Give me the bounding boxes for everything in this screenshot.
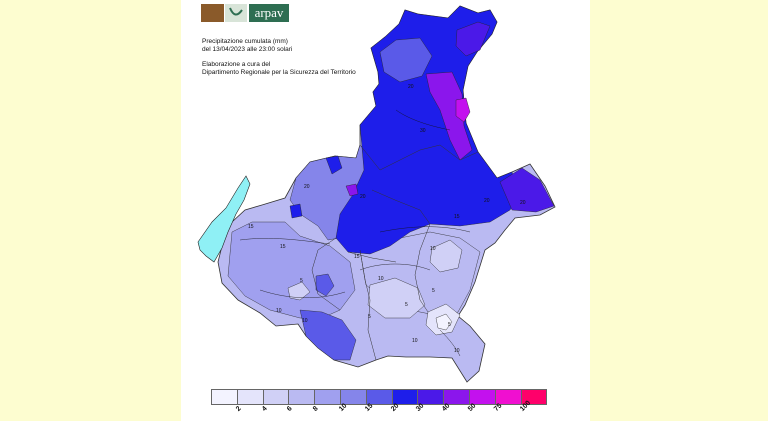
map-title: Precipitazione cumulata (mm) bbox=[202, 38, 288, 45]
contour-label-group: 20 15 10 5 20 30 10 15 5 10 20 15 10 5 5… bbox=[248, 84, 526, 354]
logo-image-tile-2 bbox=[225, 4, 247, 22]
legend-swatch bbox=[236, 389, 264, 405]
contour-label: 20 bbox=[360, 194, 366, 200]
contour-label: 10 bbox=[276, 308, 282, 314]
legend-swatch bbox=[211, 389, 238, 405]
contour-label: 15 bbox=[454, 214, 460, 220]
contour-label: 15 bbox=[280, 244, 286, 250]
contour-label: 15 bbox=[248, 224, 254, 230]
contour-label: 10 bbox=[302, 318, 308, 324]
arpav-logo-text: arpav bbox=[249, 4, 289, 22]
legend-swatch bbox=[314, 389, 341, 405]
contour-label: 20 bbox=[408, 84, 414, 90]
credit-line-2: Dipartimento Regionale per la Sicurezza … bbox=[202, 69, 356, 76]
legend-swatch bbox=[262, 389, 290, 405]
contour-label: 30 bbox=[420, 128, 426, 134]
contour-label: 15 bbox=[354, 254, 360, 260]
contour-label: 10 bbox=[430, 246, 436, 252]
legend-swatch bbox=[288, 389, 316, 405]
contour-label: 20 bbox=[484, 198, 490, 204]
contour-label: 5 bbox=[405, 302, 408, 308]
contour-label: 20 bbox=[304, 184, 310, 190]
contour-label: 20 bbox=[520, 200, 526, 206]
contour-lines bbox=[239, 109, 471, 357]
legend-swatch bbox=[520, 389, 548, 405]
arpav-logo bbox=[201, 4, 289, 22]
contour-label: 5 bbox=[448, 322, 451, 328]
contour-label: 5 bbox=[300, 278, 303, 284]
credit-line-1: Elaborazione a cura del bbox=[202, 61, 271, 68]
contour-label: 10 bbox=[454, 348, 460, 354]
map-subtitle: del 13/04/2023 alle 23:00 solari bbox=[202, 46, 293, 53]
logo-image-tile-1 bbox=[201, 4, 224, 22]
contour-label: 10 bbox=[412, 338, 418, 344]
lake-garda bbox=[197, 175, 251, 263]
contour-label: 10 bbox=[378, 276, 384, 282]
province-borders bbox=[311, 144, 479, 361]
contour-label: 5 bbox=[432, 288, 435, 294]
contour-label: 5 bbox=[368, 314, 371, 320]
